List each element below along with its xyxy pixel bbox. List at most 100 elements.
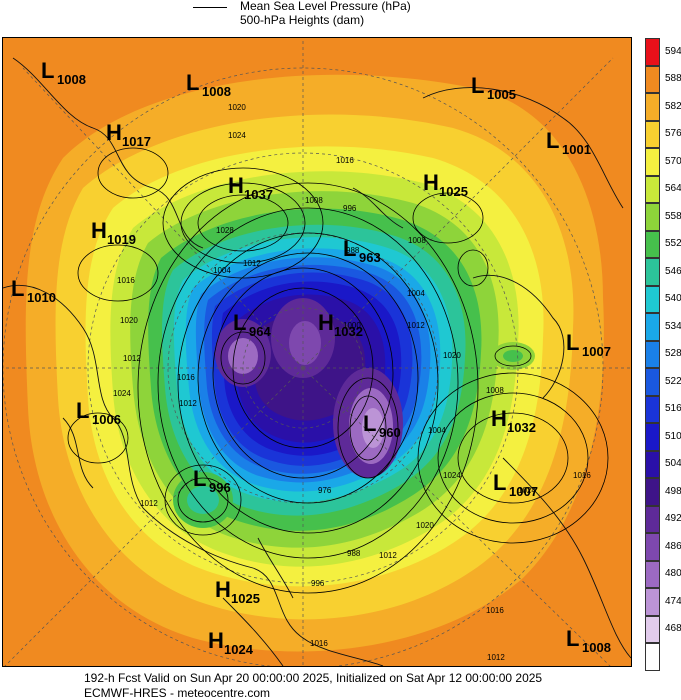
colorbar-label: 582 [665,100,681,112]
colorbar-swatch [645,478,660,506]
pressure-system-value: 1008 [202,84,231,99]
isobar-labels: 1020 1024 1016 1028 1008 1004 1012 996 988 1000 97… [113,103,591,662]
high-pressure-center: H 1025 [423,170,468,199]
forecast-map: 1020 1024 1016 1028 1008 1004 1012 996 988 1000 97… [2,37,632,667]
pressure-system-value: 1005 [487,87,516,102]
low-pressure-center: L 1007 [493,470,538,499]
pressure-system-value: 963 [359,250,381,265]
colorbar-label: 474 [665,595,681,607]
colorbar-label: 546 [665,265,681,277]
colorbar-swatch [645,560,660,588]
colorbar-swatch [645,395,660,423]
isobar-label: 1024 [518,486,536,495]
pressure-system-value: 1008 [582,640,611,655]
colorbar-label: 480 [665,568,681,580]
low-pressure-center: L 996 [193,466,231,495]
isobar-label: 1008 [305,196,323,205]
pressure-system-value: 1001 [562,142,591,157]
isobar-label: 1016 [310,639,328,648]
pressure-system-value: 1017 [122,134,151,149]
pressure-system-value: 960 [379,425,401,440]
mslp-legend-line [193,7,227,8]
isobar-label: 1004 [428,426,446,435]
pressure-system-value: 1010 [27,290,56,305]
colorbar-swatch [645,65,660,93]
isobar-label: 1008 [486,386,504,395]
isobar-label: 988 [347,549,361,558]
colorbar-swatch [645,313,660,341]
isobar-label: 976 [318,486,332,495]
colorbar-label: 510 [665,430,681,442]
pressure-system-letter: L [343,236,356,261]
pressure-system-letter: L [566,626,579,651]
colorbar-swatch [645,368,660,396]
isobar-label: 1016 [117,276,135,285]
cutoff-east-core [503,350,523,362]
pressure-system-letter: L [363,411,376,436]
low-pressure-center: L 1005 [471,73,516,102]
pressure-system-letter: L [493,470,506,495]
low-pressure-center: L 1008 [566,626,611,655]
isobar-label: 1016 [486,606,504,615]
pressure-system-value: 1025 [439,184,468,199]
colorbar-label: 588 [665,73,681,85]
high-pressure-center: H 1032 [318,310,363,339]
colorbar-label: 528 [665,348,681,360]
heights-legend-label: 500-hPa Heights (dam) [240,13,365,27]
pressure-system-value: 1006 [92,412,121,427]
colorbar-swatch [645,340,660,368]
height-fill-layers [3,38,631,666]
pressure-system-value: 1007 [582,344,611,359]
colorbar-swatch [645,615,660,643]
pressure-system-value: 1037 [244,187,273,202]
isobar-label: 1008 [408,236,426,245]
colorbar-label: 504 [665,458,681,470]
isobar-label: 1000 [343,321,361,330]
pressure-system-letter: L [41,58,54,83]
isobars [67,147,609,594]
low-pressure-center: L 1008 [41,58,86,87]
pressure-system-value: 1007 [509,484,538,499]
pressure-system-value: 1019 [107,232,136,247]
low-pressure-center: L 1001 [546,128,591,157]
isobar-label: 1012 [243,259,261,268]
colorbar-swatch [645,230,660,258]
isobar-label: 1024 [443,471,461,480]
colorbar-swatch [645,533,660,561]
isobar-label: 1012 [179,399,197,408]
isobar-label: 1016 [573,471,591,480]
colorbar-swatch [645,148,660,176]
isobar-label: 1012 [407,321,425,330]
colorbar-label: 492 [665,513,681,525]
pressure-system-value: 1024 [224,642,254,657]
colorbar-label: 570 [665,155,681,167]
high-pressure-center: H 1032 [491,406,536,435]
pressure-system-value: 1032 [334,324,363,339]
isobar-label: 1016 [177,373,195,382]
pressure-system-letter: H [106,120,122,145]
pressure-system-letter: H [228,173,244,198]
colorbar-swatch [645,588,660,616]
colorbar-swatch [645,643,660,671]
isobar-label: 1012 [140,499,158,508]
low-pressure-center: L 1006 [76,398,121,427]
high-pressure-center: H 1017 [106,120,151,149]
isobar-label: 996 [311,579,325,588]
low-pressure-center: L 1008 [186,70,231,99]
model-source-text: ECMWF-HRES - meteocentre.com [84,686,271,700]
colorbar-label: 564 [665,183,681,195]
high-pressure-center: H 1024 [208,628,254,657]
colorbar-label: 486 [665,540,681,552]
pressure-system-letter: H [208,628,224,653]
low-pressure-center: L 964 [233,310,271,339]
pressure-system-letter: H [91,218,107,243]
lobe-center-core [289,321,321,365]
colorbar-label: 522 [665,375,681,387]
pressure-system-value: 1025 [231,591,260,606]
map-canvas: 1020 1024 1016 1028 1008 1004 1012 996 988 1000 97… [3,38,631,666]
high-pressure-center: H 1019 [91,218,136,247]
pressure-system-letter: L [11,276,24,301]
high-pressure-center: H 1037 [228,173,273,202]
lobe-south-core [362,408,384,448]
